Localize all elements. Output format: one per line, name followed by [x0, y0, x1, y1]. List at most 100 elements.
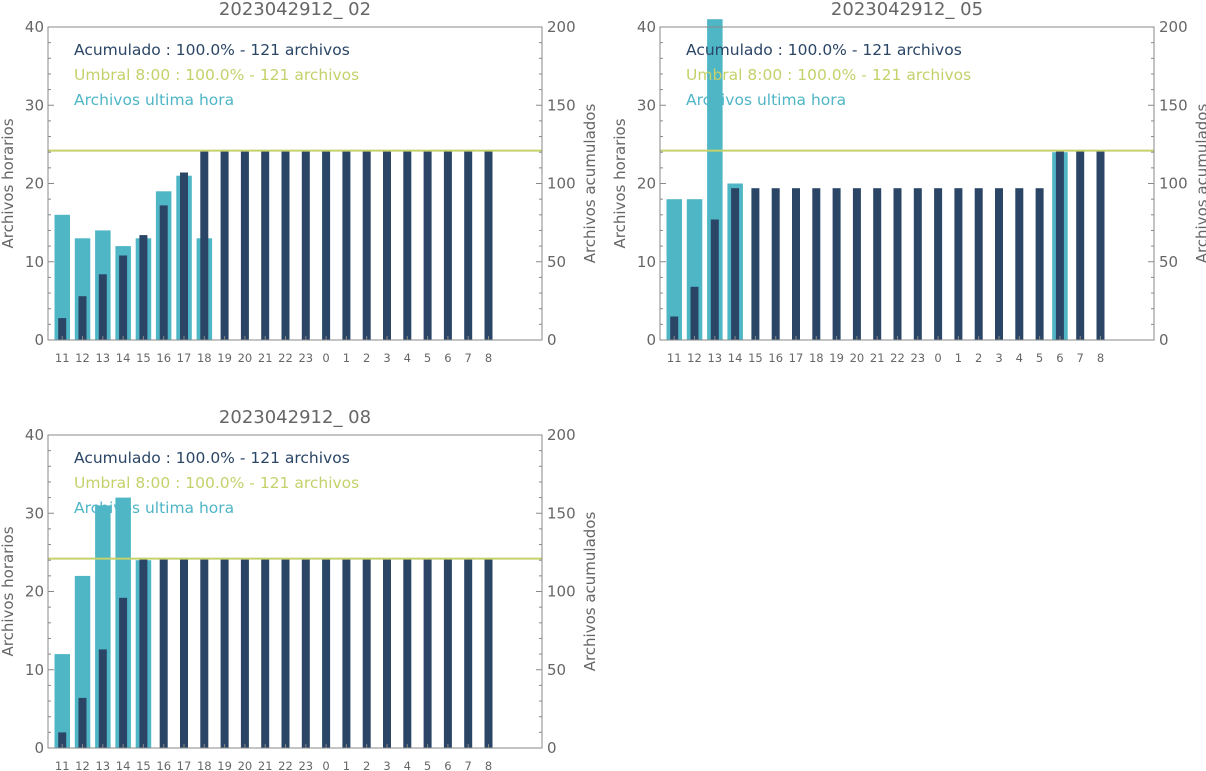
- x-tick-label: 22: [890, 351, 905, 365]
- cumulative-bar: [812, 188, 821, 340]
- cumulative-bar: [119, 255, 128, 340]
- x-tick-label: 3: [383, 759, 390, 771]
- chart-title: 2023042912_ 08: [219, 407, 371, 428]
- hourly-bar: [54, 214, 70, 340]
- x-tick-label: 0: [934, 351, 941, 365]
- cumulative-bar: [180, 172, 188, 340]
- cumulative-bar: [893, 188, 902, 340]
- legend-entry: Archivos ultima hora: [74, 499, 234, 517]
- x-tick-label: 11: [55, 759, 70, 771]
- cumulative-bar: [423, 558, 432, 748]
- left-tick-label: 20: [25, 583, 44, 601]
- legend-entry: Archivos ultima hora: [686, 91, 846, 109]
- x-tick-label: 5: [1036, 351, 1043, 365]
- right-tick-label: 50: [547, 253, 566, 271]
- cumulative-bar: [98, 649, 107, 748]
- left-tick-label: 0: [34, 739, 44, 757]
- right-tick-label: 100: [1159, 175, 1188, 193]
- cumulative-bar: [98, 274, 107, 340]
- cumulative-bar: [443, 558, 452, 748]
- cumulative-bar: [383, 150, 391, 340]
- cumulative-bar: [281, 558, 290, 748]
- cumulative-bar: [1096, 150, 1105, 340]
- right-tick-label: 0: [1159, 331, 1169, 349]
- cumulative-bar: [852, 188, 861, 340]
- x-tick-label: 22: [278, 351, 293, 365]
- cumulative-bar: [670, 316, 679, 340]
- y2-axis-label: Archivos acumulados: [1193, 104, 1206, 264]
- cumulative-bar: [362, 558, 371, 748]
- cumulative-bar: [832, 188, 841, 340]
- x-tick-label: 17: [177, 759, 192, 771]
- cumulative-bar: [240, 558, 249, 748]
- bars-group: [54, 150, 493, 340]
- x-tick-label: 8: [1097, 351, 1104, 365]
- right-tick-label: 150: [547, 504, 576, 522]
- x-tick-label: 11: [55, 351, 70, 365]
- cumulative-bar: [261, 558, 270, 748]
- right-tick-label: 200: [547, 18, 576, 36]
- x-tick-label: 12: [687, 351, 702, 365]
- x-tick-label: 5: [424, 759, 431, 771]
- legend-entry: Umbral 8:00 : 100.0% - 121 archivos: [74, 66, 359, 84]
- x-tick-label: 3: [383, 351, 390, 365]
- x-tick-label: 15: [748, 351, 763, 365]
- cumulative-bar: [484, 558, 493, 748]
- cumulative-bar: [58, 732, 67, 748]
- x-tick-label: 0: [322, 759, 329, 771]
- left-tick-label: 30: [25, 504, 44, 522]
- x-tick-label: 6: [1056, 351, 1063, 365]
- x-tick-label: 5: [424, 351, 431, 365]
- cumulative-bar: [690, 286, 699, 340]
- cumulative-bar: [322, 150, 331, 340]
- y2-axis-label: Archivos acumulados: [581, 512, 599, 672]
- cumulative-bar: [464, 150, 473, 340]
- right-tick-label: 100: [547, 583, 576, 601]
- x-tick-label: 15: [136, 351, 151, 365]
- cumulative-bar: [78, 296, 87, 340]
- cumulative-bar: [403, 150, 412, 340]
- x-tick-label: 13: [95, 759, 110, 771]
- cumulative-bar: [139, 235, 148, 340]
- cumulative-bar: [710, 219, 719, 340]
- cumulative-bar: [913, 188, 922, 340]
- x-tick-label: 13: [95, 351, 110, 365]
- right-tick-label: 0: [547, 331, 557, 349]
- x-tick-label: 14: [116, 351, 131, 365]
- cumulative-bar: [159, 558, 168, 748]
- right-tick-label: 150: [1159, 96, 1188, 114]
- cumulative-bar: [301, 150, 310, 340]
- x-tick-label: 19: [829, 351, 844, 365]
- x-tick-label: 17: [789, 351, 804, 365]
- left-tick-label: 30: [25, 96, 44, 114]
- x-tick-label: 18: [809, 351, 824, 365]
- right-tick-label: 200: [547, 426, 576, 444]
- left-tick-label: 0: [646, 331, 656, 349]
- cumulative-bar: [934, 188, 943, 340]
- x-tick-label: 2: [363, 351, 370, 365]
- hourly-bar: [54, 654, 70, 748]
- x-tick-label: 14: [116, 759, 131, 771]
- legend-entry: Acumulado : 100.0% - 121 archivos: [74, 449, 350, 467]
- right-tick-label: 50: [547, 661, 566, 679]
- x-tick-label: 21: [258, 351, 273, 365]
- x-tick-label: 20: [238, 759, 253, 771]
- cumulative-bar: [58, 318, 67, 340]
- cumulative-bar: [751, 188, 760, 340]
- cumulative-bar: [261, 150, 270, 340]
- legend-entry: Acumulado : 100.0% - 121 archivos: [686, 41, 962, 59]
- cumulative-bar: [995, 188, 1003, 340]
- cumulative-bar: [731, 188, 740, 340]
- x-tick-label: 6: [444, 351, 451, 365]
- x-tick-label: 18: [197, 351, 212, 365]
- x-tick-label: 2: [363, 759, 370, 771]
- x-tick-label: 3: [995, 351, 1002, 365]
- cumulative-bar: [1055, 150, 1064, 340]
- cumulative-bar: [974, 188, 983, 340]
- x-tick-label: 17: [177, 351, 192, 365]
- cumulative-bar: [342, 150, 351, 340]
- x-tick-label: 18: [197, 759, 212, 771]
